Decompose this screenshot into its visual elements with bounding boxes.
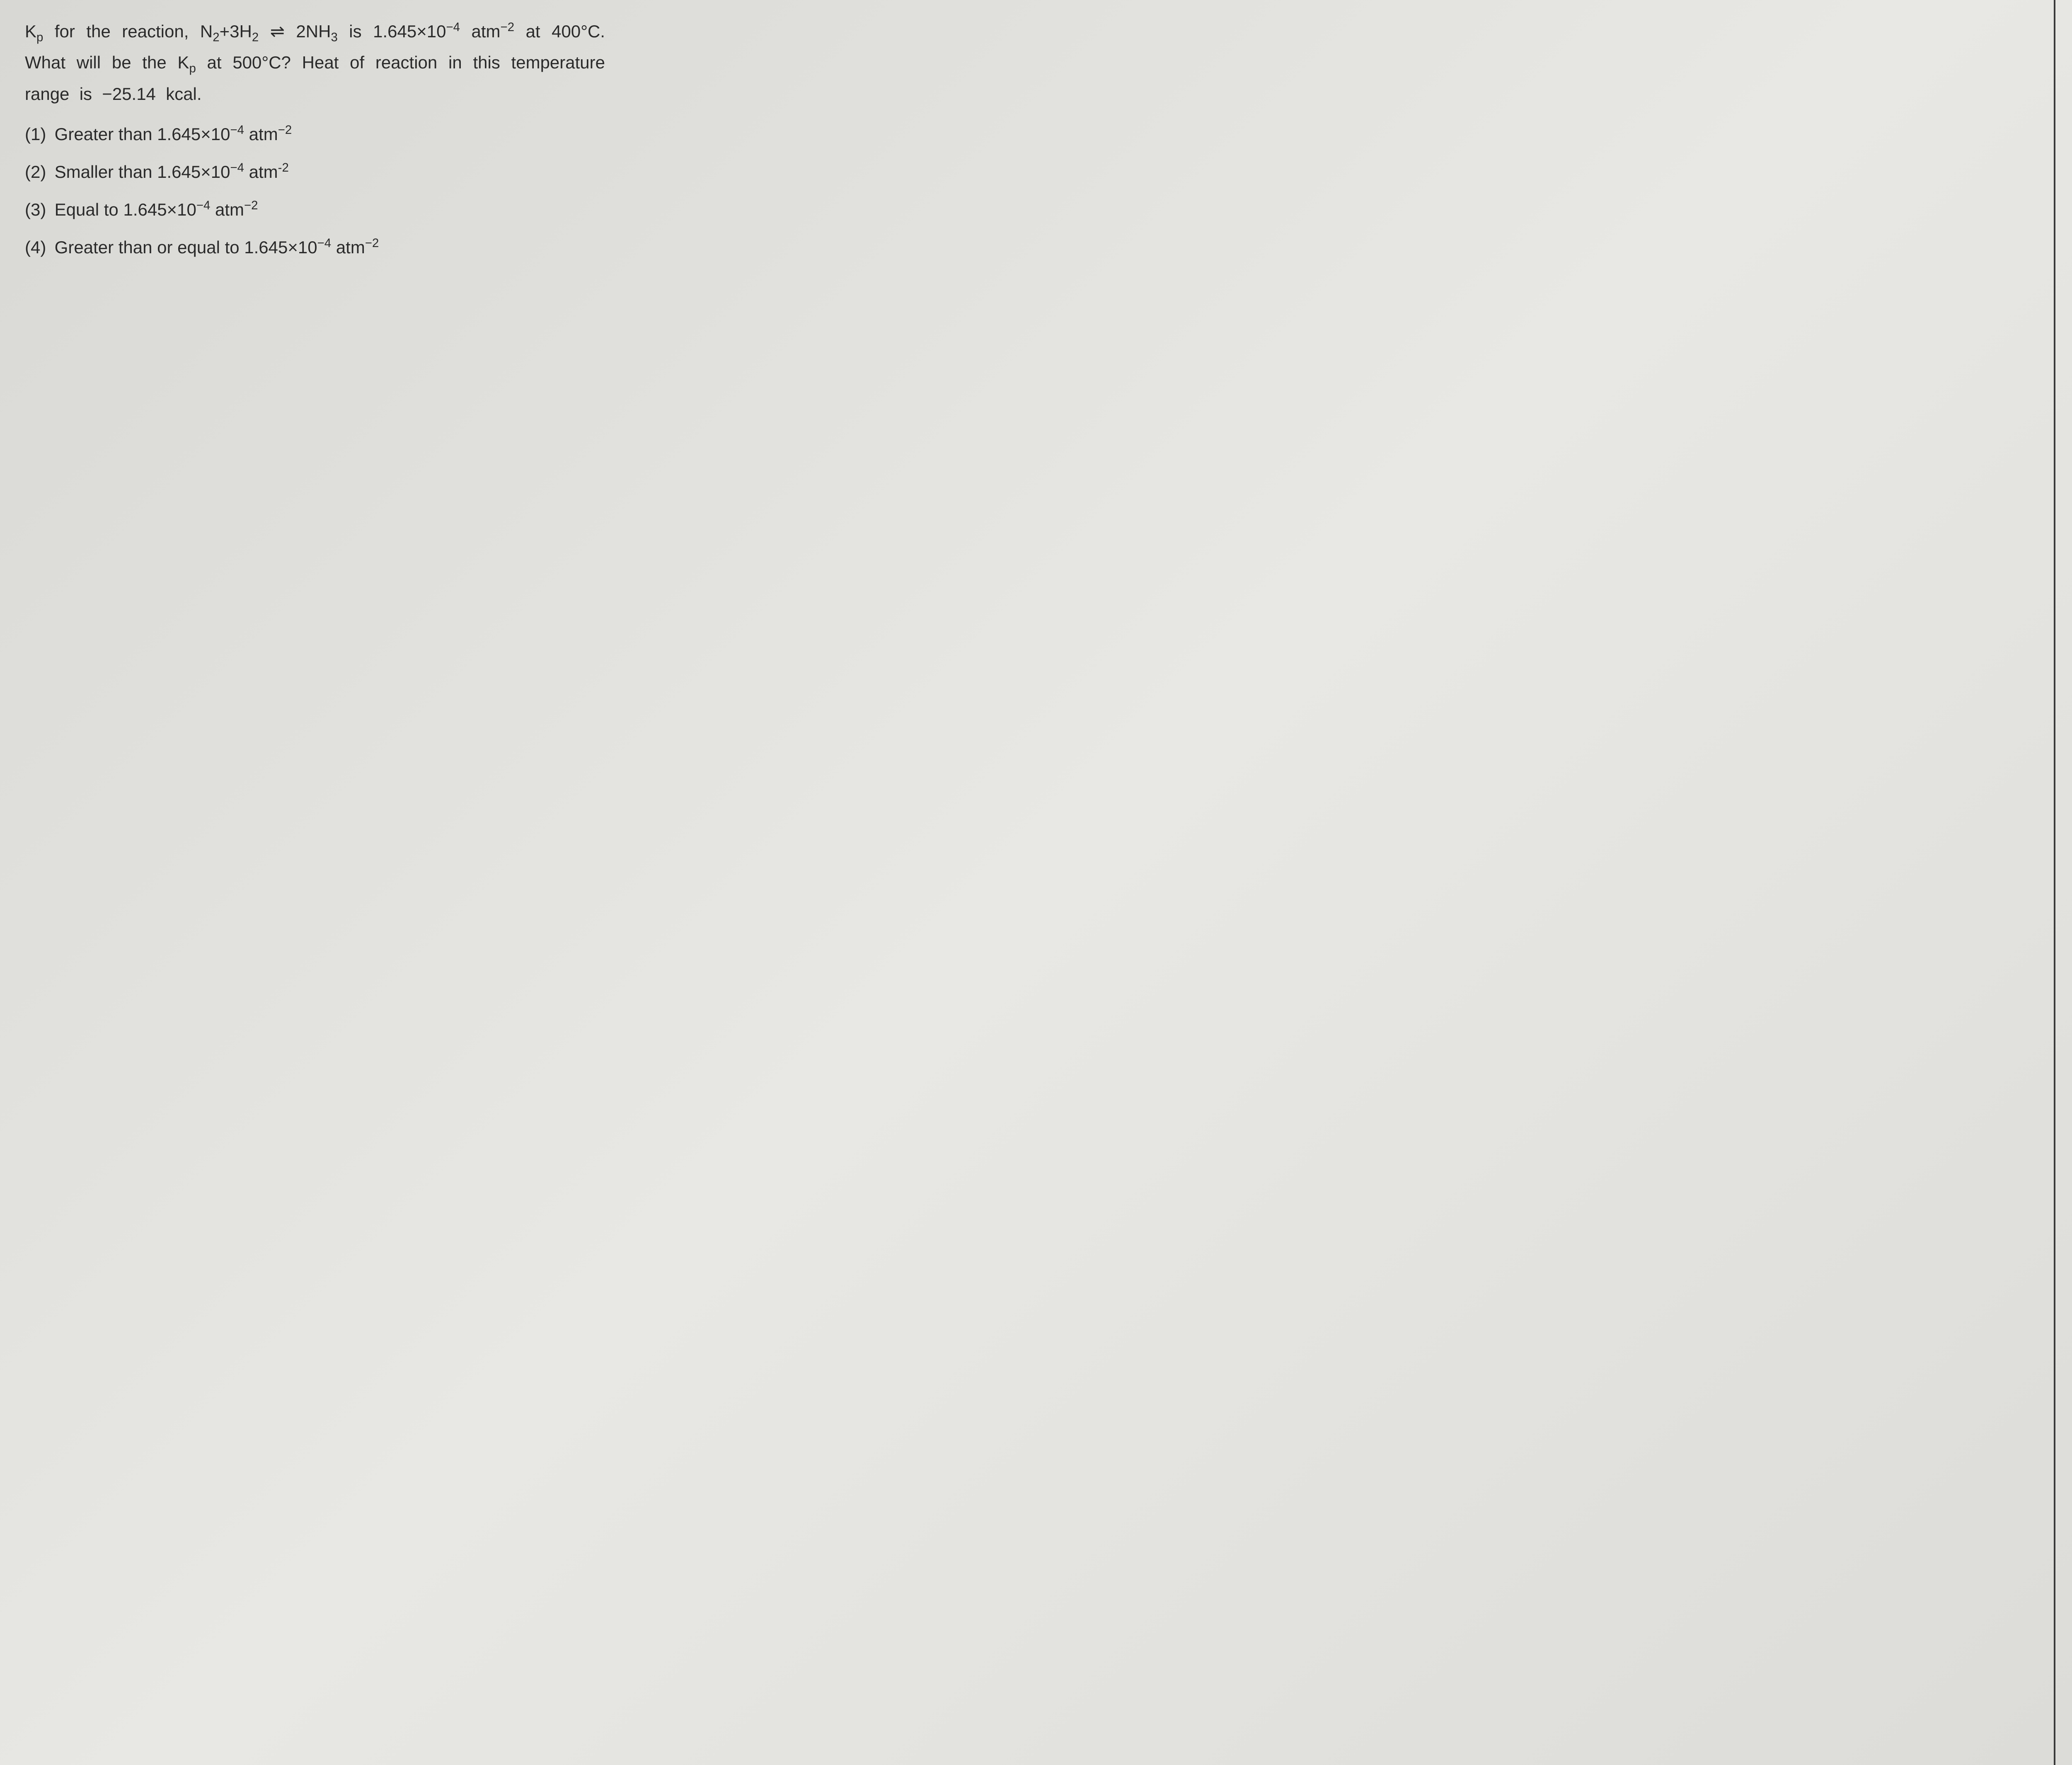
option-text: Equal to 1.645×10 [55, 200, 196, 219]
text: atm [460, 22, 501, 41]
superscript: −2 [278, 123, 292, 137]
option-1: (1) Greater than 1.645×10−4 atm−2 [25, 121, 605, 147]
subscript: 2 [252, 30, 259, 44]
subscript: p [189, 62, 196, 75]
text: is 1.645×10 [338, 22, 446, 41]
option-number: (4) [25, 234, 50, 260]
option-number: (1) [25, 121, 50, 147]
option-text: atm [210, 200, 244, 219]
subscript: 2 [213, 30, 219, 44]
superscript: −2 [244, 199, 258, 212]
equilibrium-symbol: ⇌ [259, 22, 296, 41]
superscript: −4 [446, 20, 460, 34]
option-3: (3) Equal to 1.645×10−4 atm−2 [25, 196, 605, 223]
option-text: atm [244, 162, 278, 182]
question-page: Kp for the reaction, N2+3H2 ⇌ 2NH3 is 1.… [25, 17, 605, 260]
option-2: (2) Smaller than 1.645×10−4 atm-2 [25, 159, 605, 185]
superscript: −2 [501, 20, 515, 34]
option-text: Smaller than 1.645×10 [55, 162, 230, 182]
subscript: p [36, 30, 43, 44]
superscript: −4 [317, 236, 332, 250]
superscript: −4 [230, 161, 244, 175]
option-text: Greater than 1.645×10 [55, 124, 230, 144]
option-number: (3) [25, 196, 50, 223]
page-divider [2054, 0, 2055, 1765]
superscript: −2 [365, 236, 379, 250]
option-text: atm [331, 238, 365, 257]
superscript: -2 [278, 161, 289, 175]
option-text: Greater than or equal to 1.645×10 [55, 238, 317, 257]
text: 2NH [296, 22, 331, 41]
text: +3H [220, 22, 252, 41]
superscript: −4 [196, 199, 211, 212]
option-number: (2) [25, 159, 50, 185]
question-stem: Kp for the reaction, N2+3H2 ⇌ 2NH3 is 1.… [25, 17, 605, 109]
text: K [25, 22, 36, 41]
text: for the reaction, N [43, 22, 213, 41]
subscript: 3 [331, 30, 337, 44]
option-text: atm [244, 124, 278, 144]
option-4: (4) Greater than or equal to 1.645×10−4 … [25, 234, 605, 260]
superscript: −4 [230, 123, 244, 137]
